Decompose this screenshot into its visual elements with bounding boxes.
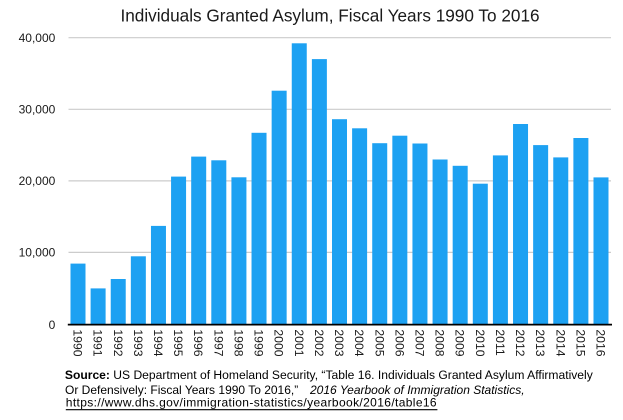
svg-text:1999: 1999 bbox=[252, 329, 266, 356]
svg-text:2007: 2007 bbox=[413, 329, 427, 356]
svg-text:2012: 2012 bbox=[513, 329, 527, 356]
svg-text:https://www.dhs.gov/immigratio: https://www.dhs.gov/immigration-statisti… bbox=[66, 396, 437, 410]
svg-text:1990: 1990 bbox=[71, 329, 85, 356]
svg-text:2002: 2002 bbox=[312, 329, 326, 356]
svg-text:0: 0 bbox=[49, 318, 56, 332]
svg-text:40,000: 40,000 bbox=[19, 31, 56, 45]
svg-text:20,000: 20,000 bbox=[19, 174, 56, 188]
svg-text:Source: US Department of Homel: Source: US Department of Homeland Securi… bbox=[65, 368, 594, 382]
svg-text:2005: 2005 bbox=[372, 329, 386, 356]
svg-text:1992: 1992 bbox=[111, 329, 125, 356]
svg-text:2009: 2009 bbox=[453, 329, 467, 356]
svg-text:2001: 2001 bbox=[292, 329, 306, 356]
svg-text:2004: 2004 bbox=[352, 329, 366, 356]
svg-text:2008: 2008 bbox=[433, 329, 447, 356]
svg-text:Individuals Granted Asylum, Fi: Individuals Granted Asylum, Fiscal Years… bbox=[120, 6, 539, 26]
svg-text:1998: 1998 bbox=[231, 329, 245, 356]
svg-text:1996: 1996 bbox=[191, 329, 205, 356]
svg-text:1997: 1997 bbox=[211, 329, 225, 356]
svg-text:2013: 2013 bbox=[533, 329, 547, 356]
svg-text:2011: 2011 bbox=[493, 329, 507, 355]
svg-text:1994: 1994 bbox=[151, 329, 165, 356]
svg-text:2014: 2014 bbox=[553, 329, 567, 356]
svg-text:1995: 1995 bbox=[171, 329, 185, 356]
svg-text:1991: 1991 bbox=[91, 329, 105, 356]
svg-text:2015: 2015 bbox=[573, 329, 587, 356]
svg-text:1993: 1993 bbox=[131, 329, 145, 356]
svg-text:2003: 2003 bbox=[332, 329, 346, 356]
svg-text:30,000: 30,000 bbox=[19, 103, 56, 117]
svg-text:10,000: 10,000 bbox=[19, 246, 56, 260]
svg-text:2000: 2000 bbox=[272, 329, 286, 356]
svg-text:Or Defensively: Fiscal Years 1: Or Defensively: Fiscal Years 1990 To 201… bbox=[65, 383, 525, 397]
svg-text:2016: 2016 bbox=[594, 329, 608, 356]
svg-text:2010: 2010 bbox=[473, 329, 487, 356]
svg-text:2006: 2006 bbox=[392, 329, 406, 356]
